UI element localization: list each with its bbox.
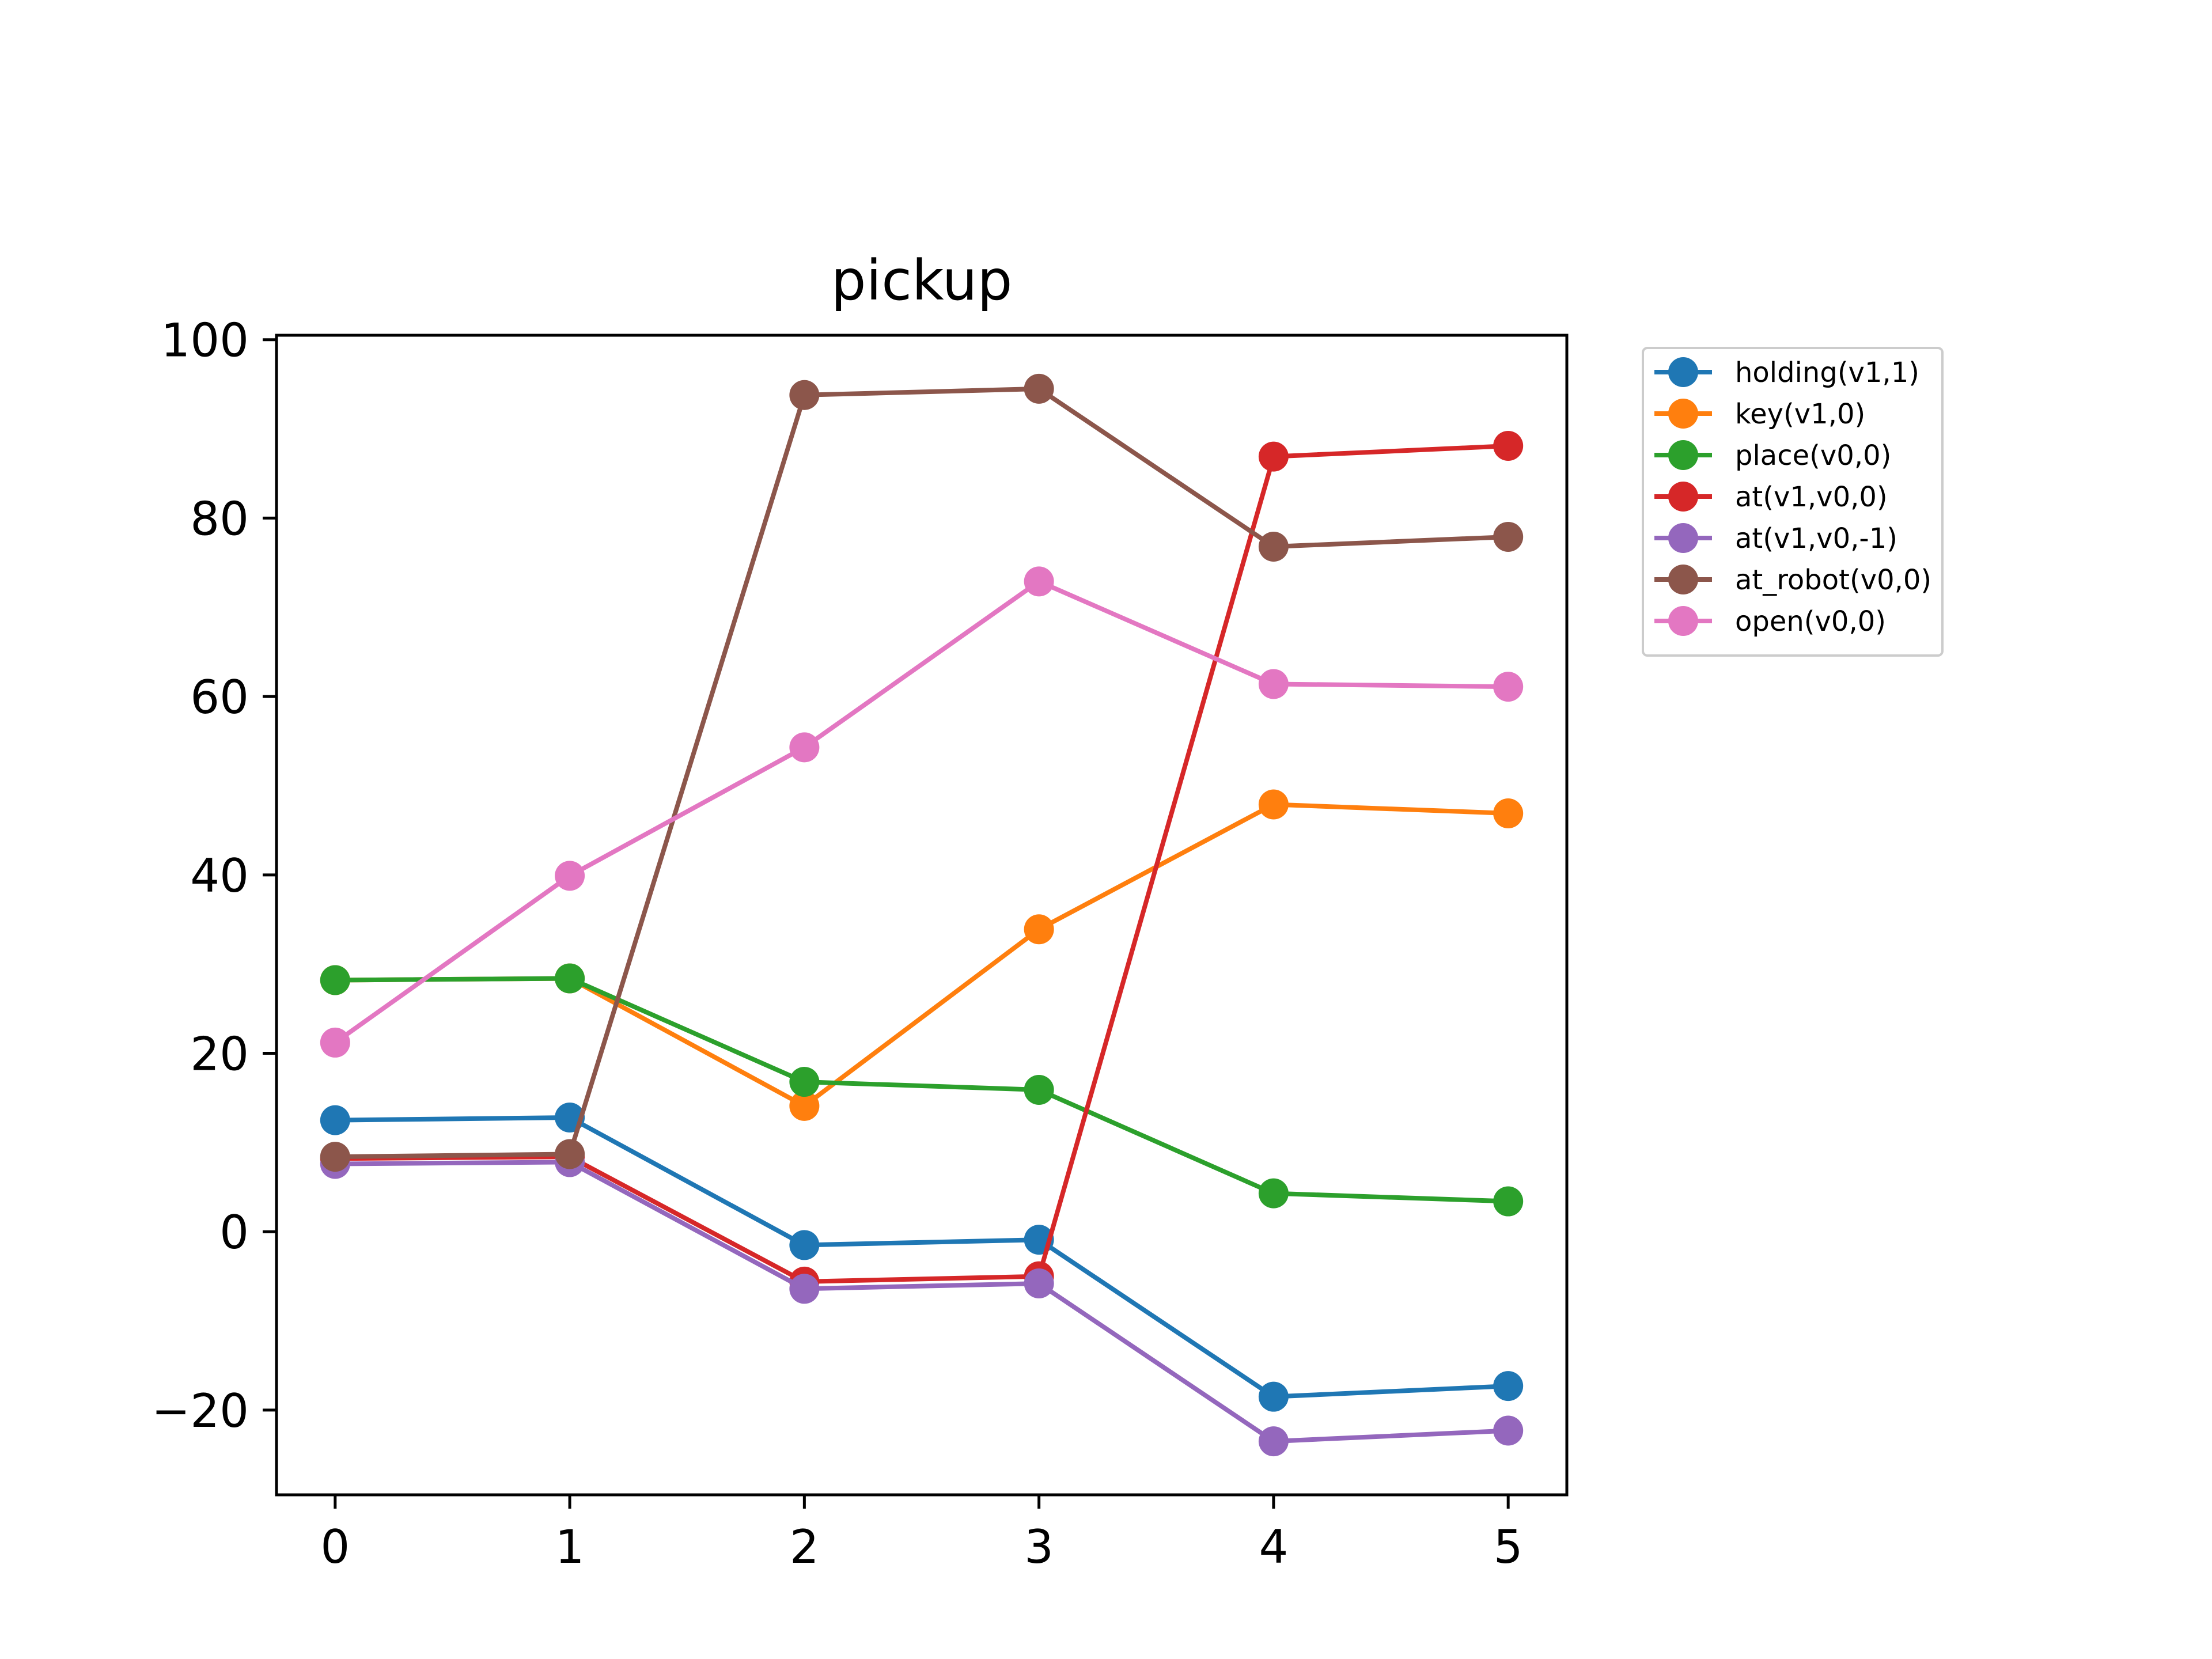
data-point xyxy=(1024,1268,1054,1299)
y-tick-label: 40 xyxy=(190,849,249,903)
data-point xyxy=(320,1105,350,1135)
data-point xyxy=(1024,914,1054,945)
chart-title: pickup xyxy=(831,248,1013,313)
data-point xyxy=(1258,789,1289,820)
legend-marker xyxy=(1668,399,1698,429)
x-tick-label: 5 xyxy=(1494,1520,1523,1574)
data-point xyxy=(320,1027,350,1058)
series-line xyxy=(335,1160,1509,1444)
data-point xyxy=(1258,1426,1289,1457)
series-line xyxy=(334,579,1509,1045)
legend-item: holding(v1,1) xyxy=(1654,357,1919,389)
x-tick-label: 4 xyxy=(1259,1520,1288,1574)
series-line xyxy=(335,1115,1509,1399)
legend-marker xyxy=(1668,565,1698,594)
data-point xyxy=(789,1274,820,1304)
series-6 xyxy=(320,566,1524,1058)
legend-label: key(v1,0) xyxy=(1735,398,1865,430)
data-point xyxy=(789,732,820,763)
data-point xyxy=(1493,1186,1524,1217)
plot-area-frame xyxy=(275,334,1569,1497)
data-point xyxy=(555,963,585,994)
legend: holding(v1,1) key(v1,0) place(v0,0) at(v1,v… xyxy=(1642,347,1944,657)
legend-label: open(v0,0) xyxy=(1735,605,1886,638)
legend-item: at(v1,v0,-1) xyxy=(1654,522,1897,555)
series-line xyxy=(335,386,1509,1160)
data-point xyxy=(320,965,350,995)
data-point xyxy=(1258,1178,1289,1209)
legend-item: open(v0,0) xyxy=(1654,605,1886,638)
data-point xyxy=(789,1090,820,1121)
legend-label: place(v0,0) xyxy=(1735,440,1891,472)
data-point xyxy=(555,1139,585,1169)
y-tick-label: 100 xyxy=(161,314,249,368)
legend-marker xyxy=(1668,606,1698,636)
legend-box xyxy=(1642,347,1944,657)
legend-label: holding(v1,1) xyxy=(1735,357,1919,389)
x-tick-label: 2 xyxy=(790,1520,819,1574)
y-tick-label: 0 xyxy=(219,1206,249,1259)
data-point xyxy=(1493,521,1524,552)
y-tick-label: 60 xyxy=(190,671,249,724)
data-point xyxy=(1493,672,1524,702)
data-point xyxy=(1258,1381,1289,1412)
legend-label: at(v1,v0,0) xyxy=(1735,481,1888,513)
series-0 xyxy=(320,1103,1524,1412)
data-point xyxy=(789,1067,820,1097)
legend-marker xyxy=(1668,523,1698,553)
series-2 xyxy=(320,963,1524,1217)
data-point xyxy=(1493,431,1524,461)
data-point xyxy=(789,380,820,410)
x-tick-label: 3 xyxy=(1024,1520,1054,1574)
y-tick-label: 20 xyxy=(190,1028,249,1081)
legend-item: place(v0,0) xyxy=(1654,440,1891,472)
y-tick-label: −20 xyxy=(151,1384,249,1438)
legend-label: at(v1,v0,-1) xyxy=(1735,522,1897,555)
x-axis: 0 1 2 3 4 5 xyxy=(320,1495,1523,1574)
x-tick-label: 1 xyxy=(555,1520,585,1574)
data-point xyxy=(320,1142,350,1172)
legend-item: key(v1,0) xyxy=(1654,398,1865,430)
data-point xyxy=(1258,441,1289,472)
legend-marker xyxy=(1668,440,1698,470)
series-line xyxy=(335,444,1509,1284)
data-point xyxy=(1493,798,1524,828)
data-point xyxy=(1258,669,1289,699)
y-tick-label: 80 xyxy=(190,492,249,546)
series-layer xyxy=(320,373,1524,1457)
legend-marker xyxy=(1668,357,1698,387)
data-point xyxy=(1024,1074,1054,1105)
data-point xyxy=(1024,566,1054,597)
x-tick-label: 0 xyxy=(320,1520,350,1574)
data-point xyxy=(789,1230,820,1260)
legend-item: at_robot(v0,0) xyxy=(1654,564,1931,596)
y-axis: −20 0 20 40 60 80 100 xyxy=(151,314,276,1438)
series-5 xyxy=(320,373,1524,1172)
data-point xyxy=(1493,1371,1524,1402)
data-point xyxy=(555,861,585,891)
data-point xyxy=(1493,1415,1524,1446)
legend-marker xyxy=(1668,482,1698,512)
data-point xyxy=(1258,531,1289,562)
legend-label: at_robot(v0,0) xyxy=(1735,564,1931,596)
series-line xyxy=(335,976,1509,1204)
data-point xyxy=(1024,373,1054,404)
legend-item: at(v1,v0,0) xyxy=(1654,481,1888,513)
